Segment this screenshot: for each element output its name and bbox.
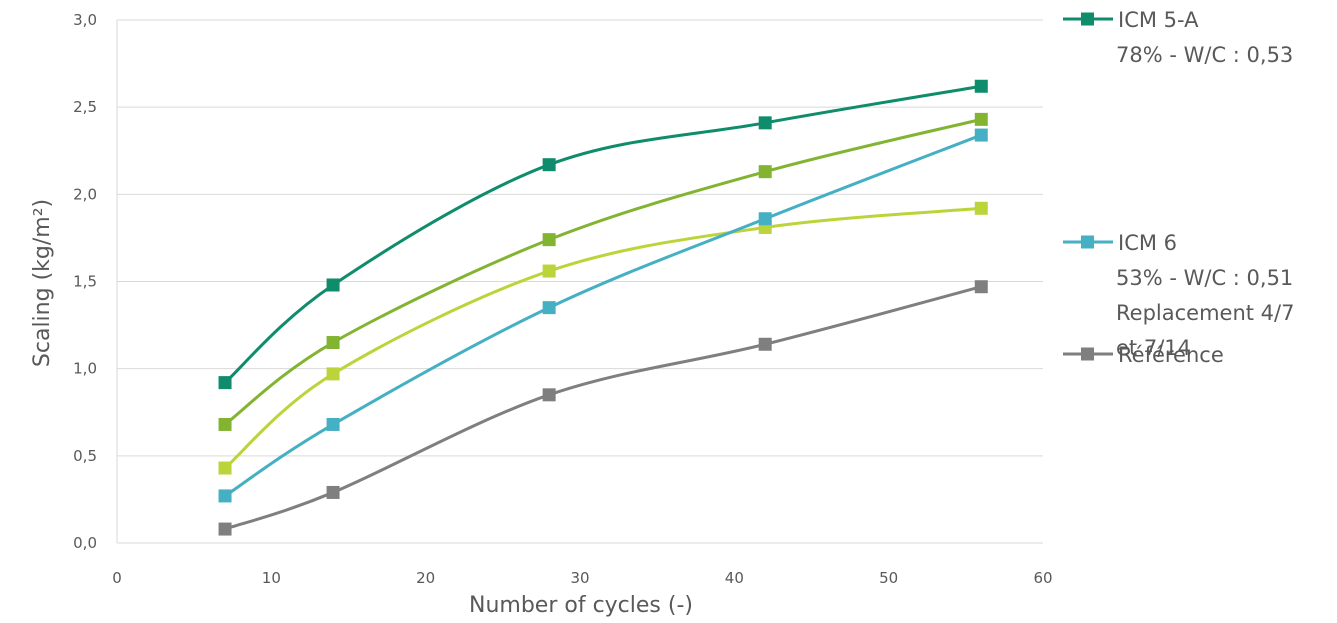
data-point-marker: [974, 128, 988, 142]
data-point-marker: [974, 280, 988, 294]
data-point-marker: [326, 278, 340, 292]
legend-marker: [1081, 235, 1094, 249]
legend-label: et 7/14: [1116, 336, 1191, 360]
data-point-marker: [758, 212, 772, 226]
legend: ICM 5-A 78% - W/C : 0,53 ICM 6 53% - W/C : …: [1063, 8, 1294, 367]
data-point-marker: [326, 485, 340, 499]
legend-entry: ICM 6 53% - W/C : 0,51 Replacement 4/7 et 7…: [1063, 231, 1294, 360]
legend-marker: [1081, 12, 1094, 26]
legend-label: ICM 5-A: [1118, 8, 1199, 32]
legend-label: 53% - W/C : 0,51: [1116, 266, 1293, 290]
series-line: [224, 117, 982, 426]
series-group: [218, 79, 988, 536]
legend-marker: [1081, 347, 1094, 361]
data-point-marker: [758, 116, 772, 130]
y-axis-label: Scaling (kg/m²): [30, 199, 55, 367]
data-point-marker: [542, 264, 556, 278]
y-tick-label: 3,0: [73, 11, 97, 29]
y-tick-label: 1,0: [73, 360, 97, 378]
gridlines: [117, 19, 1043, 457]
series-1: [218, 79, 988, 390]
data-point-marker: [758, 337, 772, 351]
series-5: [218, 280, 988, 536]
data-point-marker: [218, 461, 232, 475]
data-point-marker: [974, 201, 988, 215]
legend-entry: Référence: [1063, 343, 1224, 367]
data-point-marker: [542, 158, 556, 172]
x-tick-label: 0: [112, 569, 122, 587]
legend-label: 78% - W/C : 0,53: [1116, 43, 1293, 67]
data-point-marker: [326, 417, 340, 431]
x-tick-label: 10: [262, 569, 281, 587]
data-point-marker: [218, 417, 232, 431]
legend-entry: ICM 5-A 78% - W/C : 0,53: [1063, 8, 1293, 67]
x-tick-label: 40: [725, 569, 744, 587]
x-tick-label: 30: [570, 569, 589, 587]
x-tick-label: 60: [1033, 569, 1052, 587]
data-point-marker: [218, 489, 232, 503]
axes: [116, 20, 1043, 544]
data-point-marker: [326, 367, 340, 381]
tick-labels: 0,0 0,5 1,0 1,5 2,0 2,5 3,0 0 10 20 30 40 50 60: [73, 11, 1052, 587]
legend-label: ICM 6: [1118, 231, 1177, 255]
y-tick-label: 0,0: [73, 534, 97, 552]
data-point-marker: [974, 79, 988, 93]
legend-label: Référence: [1118, 343, 1224, 367]
data-point-marker: [218, 376, 232, 390]
data-point-marker: [542, 301, 556, 315]
data-point-marker: [542, 388, 556, 402]
data-point-marker: [974, 112, 988, 126]
x-tick-label: 20: [416, 569, 435, 587]
legend-label: Replacement 4/7: [1116, 301, 1294, 325]
data-point-marker: [542, 233, 556, 247]
data-point-marker: [758, 165, 772, 179]
data-point-marker: [326, 336, 340, 350]
series-line: [224, 285, 982, 531]
series-line: [224, 133, 982, 498]
y-tick-label: 1,5: [73, 273, 97, 291]
series-2: [218, 112, 988, 431]
y-tick-label: 2,5: [73, 98, 97, 116]
y-tick-label: 2,0: [73, 185, 97, 203]
x-axis-label: Number of cycles (-): [469, 593, 693, 618]
series-4: [218, 128, 988, 503]
y-tick-label: 0,5: [73, 447, 97, 465]
x-tick-label: 50: [879, 569, 898, 587]
data-point-marker: [218, 522, 232, 536]
